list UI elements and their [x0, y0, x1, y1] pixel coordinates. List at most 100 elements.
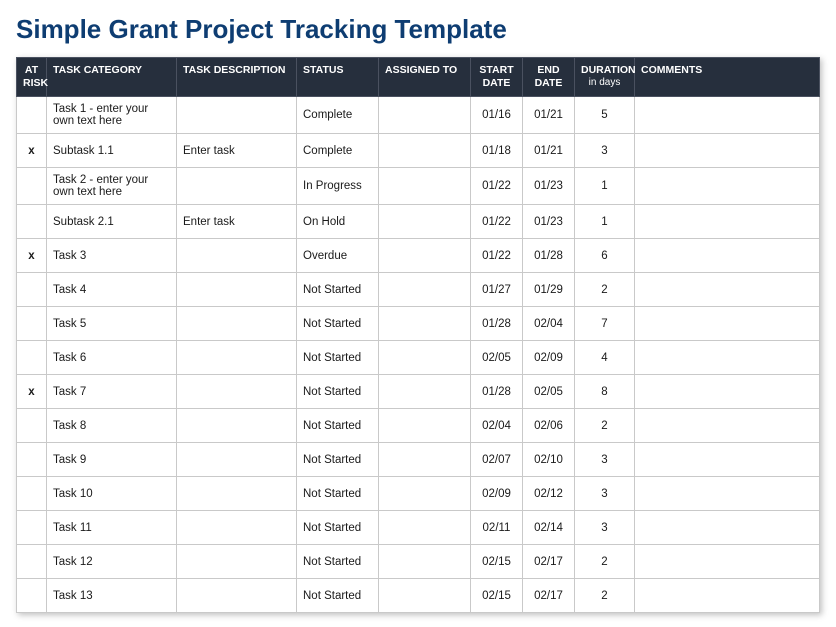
start-date-cell[interactable]: 02/09	[471, 477, 523, 511]
at-risk-cell[interactable]	[17, 545, 47, 579]
comments-cell[interactable]	[635, 579, 820, 613]
assigned-cell[interactable]	[379, 273, 471, 307]
assigned-cell[interactable]	[379, 579, 471, 613]
at-risk-cell[interactable]: x	[17, 134, 47, 168]
description-cell[interactable]	[177, 341, 297, 375]
category-cell[interactable]: Task 2 - enter your own text here	[47, 168, 177, 205]
at-risk-cell[interactable]	[17, 477, 47, 511]
assigned-cell[interactable]	[379, 205, 471, 239]
start-date-cell[interactable]: 02/15	[471, 545, 523, 579]
at-risk-cell[interactable]	[17, 97, 47, 134]
comments-cell[interactable]	[635, 341, 820, 375]
start-date-cell[interactable]: 01/22	[471, 239, 523, 273]
at-risk-cell[interactable]	[17, 168, 47, 205]
at-risk-cell[interactable]	[17, 341, 47, 375]
start-date-cell[interactable]: 02/04	[471, 409, 523, 443]
start-date-cell[interactable]: 02/15	[471, 579, 523, 613]
at-risk-cell[interactable]	[17, 443, 47, 477]
at-risk-cell[interactable]: x	[17, 375, 47, 409]
assigned-cell[interactable]	[379, 375, 471, 409]
comments-cell[interactable]	[635, 511, 820, 545]
category-cell[interactable]: Task 11	[47, 511, 177, 545]
comments-cell[interactable]	[635, 134, 820, 168]
comments-cell[interactable]	[635, 205, 820, 239]
status-cell[interactable]: On Hold	[297, 205, 379, 239]
category-cell[interactable]: Task 5	[47, 307, 177, 341]
status-cell[interactable]: Not Started	[297, 545, 379, 579]
at-risk-cell[interactable]	[17, 511, 47, 545]
end-date-cell[interactable]: 02/10	[523, 443, 575, 477]
description-cell[interactable]	[177, 273, 297, 307]
assigned-cell[interactable]	[379, 307, 471, 341]
status-cell[interactable]: Not Started	[297, 375, 379, 409]
at-risk-cell[interactable]	[17, 205, 47, 239]
comments-cell[interactable]	[635, 443, 820, 477]
at-risk-cell[interactable]	[17, 307, 47, 341]
end-date-cell[interactable]: 01/23	[523, 205, 575, 239]
comments-cell[interactable]	[635, 409, 820, 443]
end-date-cell[interactable]: 02/12	[523, 477, 575, 511]
at-risk-cell[interactable]: x	[17, 239, 47, 273]
status-cell[interactable]: Overdue	[297, 239, 379, 273]
end-date-cell[interactable]: 02/05	[523, 375, 575, 409]
assigned-cell[interactable]	[379, 168, 471, 205]
status-cell[interactable]: Complete	[297, 97, 379, 134]
comments-cell[interactable]	[635, 477, 820, 511]
assigned-cell[interactable]	[379, 409, 471, 443]
end-date-cell[interactable]: 01/29	[523, 273, 575, 307]
assigned-cell[interactable]	[379, 239, 471, 273]
assigned-cell[interactable]	[379, 511, 471, 545]
end-date-cell[interactable]: 02/09	[523, 341, 575, 375]
status-cell[interactable]: Not Started	[297, 341, 379, 375]
comments-cell[interactable]	[635, 239, 820, 273]
status-cell[interactable]: Not Started	[297, 443, 379, 477]
start-date-cell[interactable]: 01/22	[471, 205, 523, 239]
start-date-cell[interactable]: 02/05	[471, 341, 523, 375]
start-date-cell[interactable]: 02/07	[471, 443, 523, 477]
start-date-cell[interactable]: 01/16	[471, 97, 523, 134]
start-date-cell[interactable]: 01/28	[471, 307, 523, 341]
end-date-cell[interactable]: 02/04	[523, 307, 575, 341]
end-date-cell[interactable]: 02/17	[523, 545, 575, 579]
start-date-cell[interactable]: 01/18	[471, 134, 523, 168]
category-cell[interactable]: Task 10	[47, 477, 177, 511]
assigned-cell[interactable]	[379, 443, 471, 477]
description-cell[interactable]	[177, 443, 297, 477]
start-date-cell[interactable]: 01/28	[471, 375, 523, 409]
status-cell[interactable]: Not Started	[297, 307, 379, 341]
category-cell[interactable]: Task 3	[47, 239, 177, 273]
description-cell[interactable]	[177, 239, 297, 273]
category-cell[interactable]: Task 13	[47, 579, 177, 613]
comments-cell[interactable]	[635, 545, 820, 579]
assigned-cell[interactable]	[379, 477, 471, 511]
description-cell[interactable]	[177, 477, 297, 511]
category-cell[interactable]: Task 6	[47, 341, 177, 375]
end-date-cell[interactable]: 01/21	[523, 97, 575, 134]
category-cell[interactable]: Subtask 2.1	[47, 205, 177, 239]
comments-cell[interactable]	[635, 168, 820, 205]
description-cell[interactable]	[177, 168, 297, 205]
status-cell[interactable]: Not Started	[297, 477, 379, 511]
category-cell[interactable]: Task 4	[47, 273, 177, 307]
status-cell[interactable]: Not Started	[297, 511, 379, 545]
category-cell[interactable]: Task 1 - enter your own text here	[47, 97, 177, 134]
comments-cell[interactable]	[635, 307, 820, 341]
at-risk-cell[interactable]	[17, 409, 47, 443]
comments-cell[interactable]	[635, 97, 820, 134]
description-cell[interactable]	[177, 579, 297, 613]
description-cell[interactable]	[177, 545, 297, 579]
status-cell[interactable]: In Progress	[297, 168, 379, 205]
assigned-cell[interactable]	[379, 134, 471, 168]
status-cell[interactable]: Complete	[297, 134, 379, 168]
category-cell[interactable]: Task 7	[47, 375, 177, 409]
at-risk-cell[interactable]	[17, 579, 47, 613]
category-cell[interactable]: Task 8	[47, 409, 177, 443]
category-cell[interactable]: Task 12	[47, 545, 177, 579]
end-date-cell[interactable]: 02/14	[523, 511, 575, 545]
assigned-cell[interactable]	[379, 545, 471, 579]
assigned-cell[interactable]	[379, 341, 471, 375]
description-cell[interactable]	[177, 409, 297, 443]
status-cell[interactable]: Not Started	[297, 579, 379, 613]
start-date-cell[interactable]: 01/27	[471, 273, 523, 307]
description-cell[interactable]	[177, 307, 297, 341]
